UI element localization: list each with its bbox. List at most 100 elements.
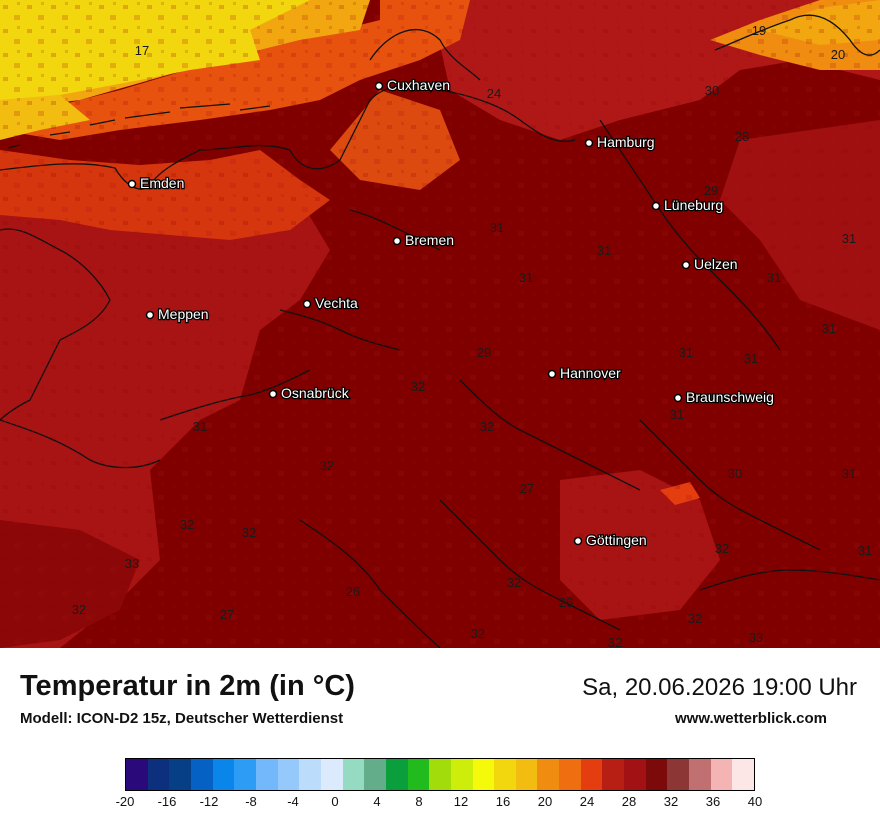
- temperature-value: 32: [180, 517, 194, 532]
- forecast-datetime: Sa, 20.06.2026 19:00 Uhr: [582, 674, 857, 701]
- legend-tick-label: 24: [579, 794, 595, 809]
- legend-swatch: [559, 759, 581, 790]
- city-marker[interactable]: Emden: [127, 174, 186, 192]
- legend-swatch: [234, 759, 256, 790]
- temperature-value: 29: [477, 345, 491, 360]
- temperature-value: 32: [507, 575, 521, 590]
- temperature-value: 30: [728, 466, 742, 481]
- temperature-value: 30: [705, 83, 719, 98]
- legend-tick-label: 16: [495, 794, 511, 809]
- legend-swatch: [689, 759, 711, 790]
- legend-swatch: [364, 759, 386, 790]
- map-borders: [0, 14, 880, 649]
- city-label: Bremen: [405, 232, 454, 248]
- temperature-value: 28: [735, 129, 749, 144]
- legend-tick-label: -16: [157, 794, 177, 809]
- legend-swatch: [515, 759, 538, 790]
- city-dot-icon: [673, 393, 683, 403]
- legend-swatch: [472, 759, 495, 790]
- temperature-value: 31: [858, 543, 872, 558]
- temperature-value: 32: [480, 419, 494, 434]
- city-marker[interactable]: Braunschweig: [673, 388, 775, 406]
- legend-swatch: [494, 759, 516, 790]
- legend-swatch: [732, 759, 755, 790]
- city-dot-icon: [145, 310, 155, 320]
- temperature-value: 26: [559, 595, 573, 610]
- temperature-value: 32: [608, 635, 622, 648]
- legend-tick-label: 4: [373, 794, 381, 809]
- legend-tick-label: 36: [705, 794, 721, 809]
- city-label: Hannover: [560, 365, 621, 381]
- temperature-value: 33: [125, 556, 139, 571]
- temperature-value: 19: [752, 23, 766, 38]
- city-dot-icon: [651, 201, 661, 211]
- legend-swatch: [385, 759, 408, 790]
- temperature-value: 31: [679, 345, 693, 360]
- temperature-map: 17 19 20 24 30 28 29 31 31 31 31 31 31 29 31 31 32 31 31 32…: [0, 0, 880, 650]
- legend-swatch: [645, 759, 668, 790]
- temperature-value: 31: [822, 321, 836, 336]
- legend-ticks: -20 -16 -12 -8 -4 0 4 8 12 16 20 24 28 32 36 40: [116, 794, 763, 814]
- city-dot-icon: [374, 81, 384, 91]
- legend-tick-label: 8: [415, 794, 423, 809]
- legend-swatch: [407, 759, 430, 790]
- legend-swatch: [710, 759, 733, 790]
- legend-tick-label: -20: [115, 794, 135, 809]
- temperature-value: 17: [135, 43, 149, 58]
- map-title: Temperatur in 2m (in °C): [20, 670, 355, 702]
- legend-swatch: [342, 759, 365, 790]
- map-svg: 17 19 20 24 30 28 29 31 31 31 31 31 31 29 31 31 32 31 31 32…: [0, 0, 880, 650]
- temperature-value: 31: [597, 243, 611, 258]
- legend-swatch: [537, 759, 560, 790]
- legend-swatch: [255, 759, 278, 790]
- city-label: Braunschweig: [686, 389, 774, 405]
- temperature-value: 32: [688, 611, 702, 626]
- temperature-value: 33: [749, 630, 763, 645]
- city-marker[interactable]: Lüneburg: [651, 196, 724, 214]
- temperature-value: 32: [72, 602, 86, 617]
- temperature-value: 31: [490, 220, 504, 235]
- legend-tick-label: 40: [747, 794, 763, 809]
- city-dot-icon: [584, 138, 594, 148]
- city-label: Meppen: [158, 306, 209, 322]
- city-dot-icon: [268, 389, 278, 399]
- temperature-value: 31: [767, 270, 781, 285]
- temperature-value: 32: [320, 458, 334, 473]
- city-dot-icon: [573, 536, 583, 546]
- city-marker[interactable]: Bremen: [392, 231, 455, 249]
- city-marker[interactable]: Göttingen: [573, 531, 648, 549]
- legend-swatch: [320, 759, 343, 790]
- temperature-value: 20: [831, 47, 845, 62]
- legend-swatch: [147, 759, 170, 790]
- legend-swatch: [190, 759, 213, 790]
- city-marker[interactable]: Hannover: [547, 364, 622, 382]
- legend-swatch: [429, 759, 451, 790]
- city-marker[interactable]: Osnabrück: [268, 384, 351, 402]
- temperature-value: 27: [520, 481, 534, 496]
- city-dot-icon: [127, 179, 137, 189]
- city-marker[interactable]: Cuxhaven: [374, 76, 451, 94]
- model-info: Modell: ICON-D2 15z, Deutscher Wetterdie…: [20, 710, 344, 727]
- legend-tick-label: -4: [287, 794, 299, 809]
- temperature-value: 32: [411, 379, 425, 394]
- legend-swatch: [126, 759, 148, 790]
- temperature-value: 31: [842, 231, 856, 246]
- temperature-value: 31: [519, 270, 533, 285]
- legend-swatch: [450, 759, 473, 790]
- temperature-value: 32: [471, 626, 485, 641]
- city-dot-icon: [547, 369, 557, 379]
- legend-tick-label: 12: [453, 794, 469, 809]
- temperature-value: 31: [193, 419, 207, 434]
- city-label: Emden: [140, 175, 184, 191]
- temperature-value: 26: [346, 584, 360, 599]
- city-marker[interactable]: Vechta: [302, 294, 359, 312]
- legend-swatch: [624, 759, 646, 790]
- temperature-value: 27: [220, 607, 234, 622]
- city-marker[interactable]: Meppen: [145, 305, 210, 323]
- temperature-value: 31: [744, 351, 758, 366]
- legend-tick-label: 28: [621, 794, 637, 809]
- city-marker[interactable]: Uelzen: [681, 255, 739, 273]
- website-link[interactable]: www.wetterblick.com: [675, 710, 827, 727]
- legend-tick-label: -8: [245, 794, 257, 809]
- city-marker[interactable]: Hamburg: [584, 133, 656, 151]
